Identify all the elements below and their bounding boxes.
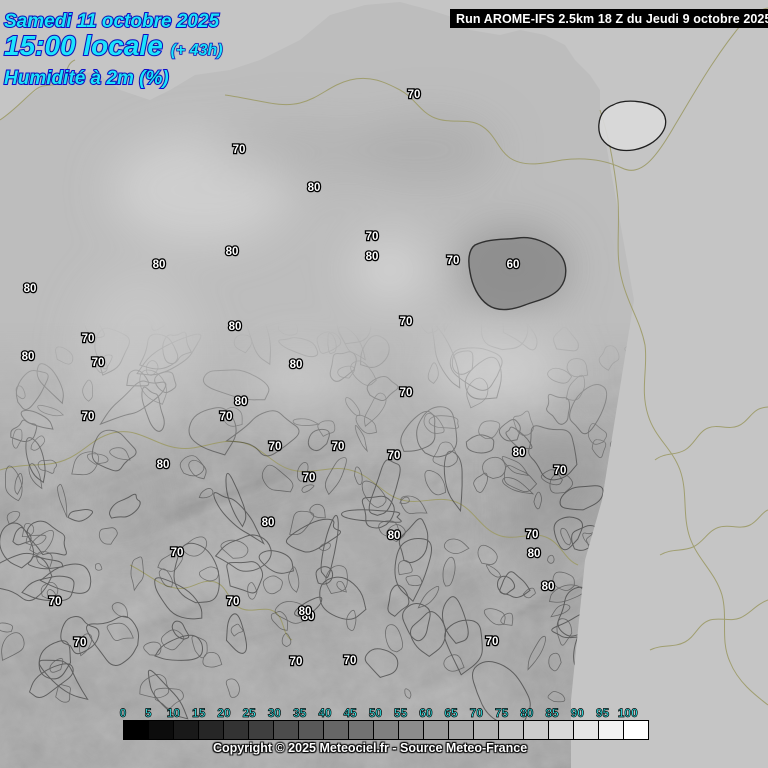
svg-text:70: 70 <box>227 596 240 608</box>
svg-text:80: 80 <box>157 459 170 471</box>
svg-text:70: 70 <box>400 316 413 328</box>
svg-text:70: 70 <box>220 411 233 423</box>
svg-text:80: 80 <box>229 321 242 333</box>
svg-text:80: 80 <box>513 447 526 459</box>
svg-text:70: 70 <box>82 411 95 423</box>
svg-text:70: 70 <box>554 465 567 477</box>
svg-text:70: 70 <box>486 636 499 648</box>
svg-text:70: 70 <box>344 655 357 667</box>
svg-text:80: 80 <box>388 530 401 542</box>
svg-text:70: 70 <box>49 596 62 608</box>
svg-text:80: 80 <box>22 351 35 363</box>
svg-text:80: 80 <box>290 359 303 371</box>
svg-text:80: 80 <box>528 548 541 560</box>
svg-text:80: 80 <box>542 581 555 593</box>
svg-text:70: 70 <box>269 441 282 453</box>
svg-text:70: 70 <box>400 387 413 399</box>
svg-text:70: 70 <box>171 547 184 559</box>
svg-text:80: 80 <box>299 606 312 618</box>
svg-text:70: 70 <box>366 231 379 243</box>
svg-text:70: 70 <box>526 529 539 541</box>
svg-text:70: 70 <box>408 89 421 101</box>
svg-text:70: 70 <box>290 656 303 668</box>
svg-text:70: 70 <box>332 441 345 453</box>
svg-text:70: 70 <box>92 357 105 369</box>
svg-text:70: 70 <box>388 450 401 462</box>
svg-text:70: 70 <box>303 472 316 484</box>
svg-text:80: 80 <box>24 283 37 295</box>
svg-text:70: 70 <box>74 637 87 649</box>
svg-text:80: 80 <box>262 517 275 529</box>
svg-text:70: 70 <box>82 333 95 345</box>
svg-text:80: 80 <box>308 182 321 194</box>
svg-text:70: 70 <box>233 144 246 156</box>
svg-text:80: 80 <box>153 259 166 271</box>
svg-text:80: 80 <box>226 246 239 258</box>
svg-text:70: 70 <box>447 255 460 267</box>
svg-text:60: 60 <box>507 259 520 271</box>
svg-text:80: 80 <box>235 396 248 408</box>
svg-text:80: 80 <box>366 251 379 263</box>
